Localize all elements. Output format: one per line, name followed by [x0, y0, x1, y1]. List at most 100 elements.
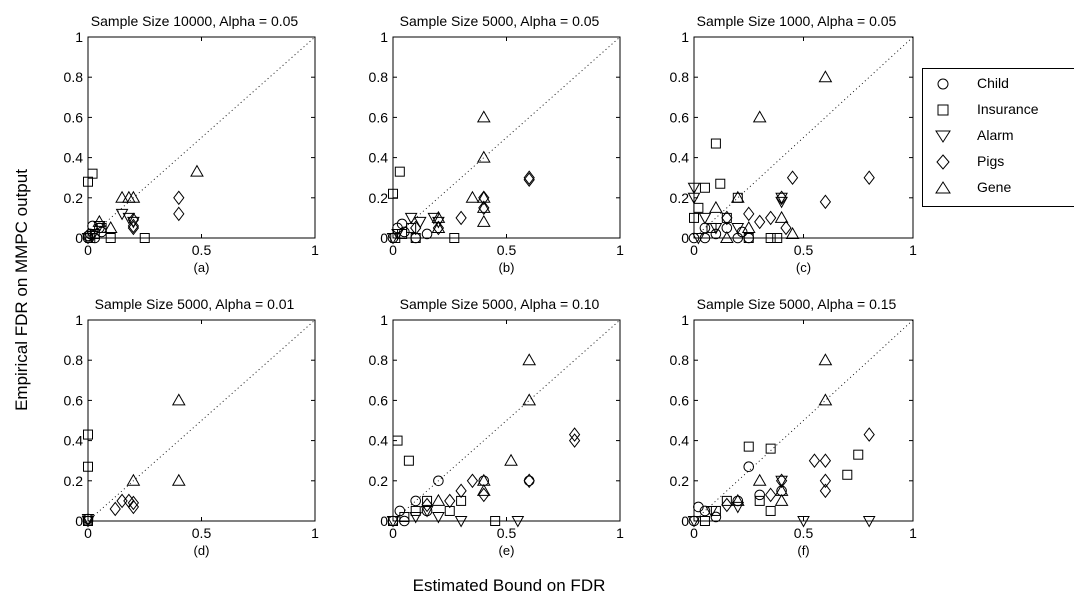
marker-pigs: [819, 483, 832, 499]
marker-pigs: [109, 501, 121, 517]
marker-alarm: [122, 212, 136, 225]
y-tick-label: 1: [380, 312, 388, 328]
chart-panel: 0 0.2 0.4 0.6 0.8 1 0 0.5 1 Sample Size 5000, Alp…: [369, 13, 625, 275]
x-tick-label: 1: [616, 242, 624, 258]
panel-label: (f): [797, 543, 809, 558]
x-tick-label: 0.5: [794, 525, 814, 541]
marker-insurance: [699, 516, 710, 526]
marker-insurance: [394, 166, 405, 177]
marker-gene: [818, 353, 833, 366]
marker-insurance: [743, 233, 754, 243]
panel-label: (b): [499, 260, 515, 275]
legend-label: Child: [977, 75, 1009, 91]
marker-pigs: [808, 453, 821, 469]
marker-pigs: [523, 170, 535, 186]
x-tick-label: 1: [311, 525, 319, 541]
marker-insurance: [765, 505, 776, 516]
marker-pigs: [568, 433, 581, 448]
x-tick-label: 0: [389, 525, 397, 541]
marker-insurance: [456, 495, 467, 506]
marker-alarm: [862, 516, 876, 528]
marker-insurance: [842, 469, 853, 480]
marker-pigs: [863, 427, 875, 442]
marker-gene: [190, 164, 204, 177]
x-tick-label: 1: [909, 242, 917, 258]
diagonal-reference-line: [87, 36, 316, 239]
marker-insurance: [83, 461, 93, 472]
y-tick-label: 0.4: [670, 150, 690, 166]
marker-insurance: [410, 233, 421, 243]
marker-pigs: [775, 473, 788, 489]
y-tick-label: 1: [75, 312, 83, 328]
marker-insurance: [388, 188, 398, 199]
marker-pigs: [743, 206, 755, 222]
panel-title: Sample Size 5000, Alpha = 0.05: [400, 13, 600, 29]
marker-pigs: [780, 220, 792, 236]
marker-pigs: [819, 473, 832, 489]
marker-alarm: [81, 513, 95, 526]
y-tick-label: 0.8: [670, 352, 690, 368]
marker-alarm: [511, 516, 525, 528]
marker-alarm: [413, 216, 427, 229]
marker-pigs: [765, 487, 777, 503]
marker-alarm: [391, 228, 404, 241]
marker-gene: [92, 214, 107, 227]
marker-alarm: [705, 505, 718, 518]
x-tick-label: 0.5: [192, 242, 212, 258]
y-tick-label: 0.6: [64, 109, 84, 125]
marker-alarm: [427, 212, 441, 225]
marker-child: [699, 232, 711, 244]
marker-insurance: [754, 495, 765, 506]
marker-pigs: [173, 206, 185, 222]
y-tick-label: 0: [380, 230, 388, 246]
legend-label: Pigs: [977, 153, 1005, 169]
marker-child: [433, 475, 444, 487]
marker-insurance: [699, 182, 710, 193]
marker-gene: [126, 190, 141, 203]
marker-alarm: [731, 501, 745, 514]
marker-pigs: [127, 218, 140, 234]
y-tick-label: 0: [681, 513, 689, 529]
panel-label: (a): [194, 260, 210, 275]
marker-child: [710, 511, 722, 523]
marker-insurance: [490, 516, 501, 526]
marker-pigs: [432, 220, 445, 236]
marker-insurance: [422, 495, 433, 506]
marker-pigs: [863, 170, 875, 186]
marker-pigs: [819, 453, 832, 469]
y-tick-label: 0.6: [369, 392, 389, 408]
legend-item-insurance: Insurance: [923, 99, 1074, 121]
marker-pigs: [786, 170, 799, 186]
diagonal-reference-line: [87, 319, 316, 522]
x-tick-label: 0.5: [497, 525, 517, 541]
marker-alarm: [86, 230, 99, 243]
panel-title: Sample Size 5000, Alpha = 0.01: [95, 296, 295, 312]
marker-alarm: [709, 222, 723, 235]
marker-alarm: [687, 182, 701, 195]
marker-insurance: [765, 443, 776, 454]
marker-insurance: [87, 168, 98, 179]
chart-panel: 0 0.2 0.4 0.6 0.8 1 0 0.5 1 Sample Size 10000, Al…: [64, 13, 320, 275]
y-tick-label: 1: [380, 29, 388, 45]
marker-gene: [431, 493, 446, 506]
marker-alarm: [420, 505, 434, 518]
y-tick-label: 0.2: [670, 190, 690, 206]
marker-gene: [465, 190, 480, 203]
marker-alarm: [81, 516, 95, 528]
y-tick-label: 0.4: [670, 433, 690, 449]
marker-pigs: [421, 497, 433, 513]
panel-title: Sample Size 1000, Alpha = 0.05: [697, 13, 897, 29]
legend-item-child: Child: [923, 73, 1074, 95]
y-tick-label: 0: [380, 513, 388, 529]
panel-title: Sample Size 5000, Alpha = 0.10: [400, 296, 600, 312]
marker-insurance: [105, 233, 116, 243]
y-tick-label: 0.8: [64, 69, 84, 85]
x-tick-label: 1: [311, 242, 319, 258]
y-tick-label: 1: [681, 29, 689, 45]
diagonal-reference-line: [392, 319, 621, 522]
y-tick-label: 0.8: [369, 69, 389, 85]
x-tick-label: 0: [690, 242, 698, 258]
marker-gene: [719, 230, 734, 243]
marker-gene: [476, 110, 491, 123]
marker-pigs: [455, 483, 467, 499]
